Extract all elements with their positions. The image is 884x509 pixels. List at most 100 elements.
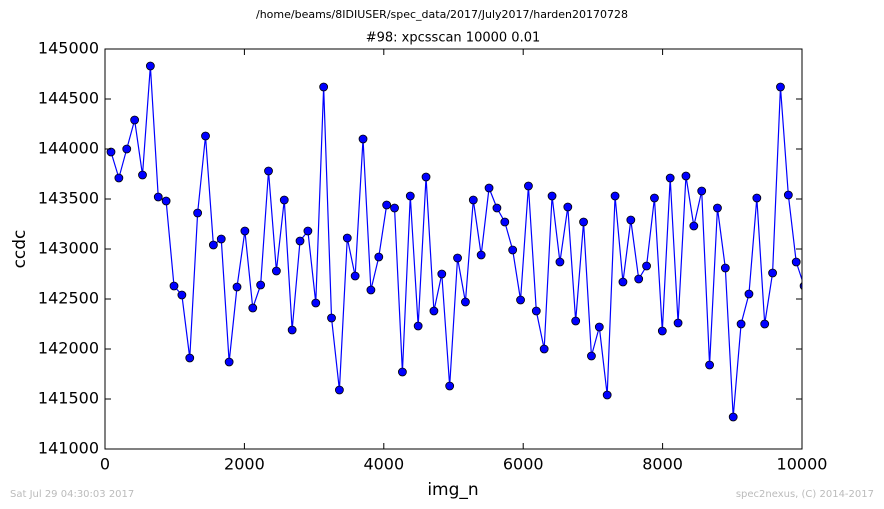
data-point <box>650 193 659 203</box>
data-point <box>303 226 313 236</box>
data-point <box>689 221 699 231</box>
data-point <box>555 257 565 267</box>
y-tick-label: 141000 <box>38 439 99 458</box>
data-point <box>587 351 596 361</box>
data-point <box>673 318 683 328</box>
data-point <box>594 322 604 332</box>
data-point <box>185 353 195 363</box>
data-point <box>216 234 226 244</box>
data-point <box>390 203 399 213</box>
data-point <box>177 290 187 300</box>
data-point <box>398 367 407 377</box>
data-point <box>791 257 801 267</box>
suptitle: /home/beams/8IDIUSER/spec_data/2017/July… <box>256 8 628 21</box>
data-point <box>208 240 218 250</box>
data-point <box>366 285 376 295</box>
data-point <box>240 226 250 236</box>
data-point <box>492 203 502 213</box>
data-point <box>106 147 116 157</box>
data-point <box>783 190 793 200</box>
data-point <box>421 172 431 182</box>
data-point <box>516 295 525 305</box>
x-tick-label: 10000 <box>777 455 828 474</box>
data-point <box>634 274 644 284</box>
data-point <box>271 266 281 276</box>
data-point <box>445 381 455 391</box>
data-point <box>484 183 494 193</box>
data-point <box>626 215 636 225</box>
data-point <box>382 200 392 210</box>
data-point <box>476 250 486 260</box>
data-point <box>153 192 163 202</box>
data-point <box>248 303 258 313</box>
data-point <box>563 202 573 212</box>
data-point <box>752 193 762 203</box>
footer-date: Sat Jul 29 04:30:03 2017 <box>10 489 134 500</box>
data-point <box>539 344 549 354</box>
footer-credit: spec2nexus, (C) 2014-2017 <box>736 489 874 500</box>
data-point <box>531 306 541 316</box>
data-point <box>311 298 321 308</box>
y-tick-label: 142000 <box>38 339 99 358</box>
x-tick-label: 0 <box>100 455 110 474</box>
x-tick-label: 6000 <box>503 455 544 474</box>
data-point <box>453 253 462 263</box>
data-point <box>161 196 171 206</box>
data-point <box>642 261 651 271</box>
data-point <box>468 195 478 205</box>
data-point <box>264 166 273 176</box>
data-point <box>571 316 581 326</box>
data-point <box>374 252 384 262</box>
data-point <box>799 282 802 290</box>
data-point <box>579 217 588 227</box>
data-point <box>524 181 533 191</box>
data-point <box>413 321 423 331</box>
plot-area <box>106 61 802 422</box>
data-point <box>224 357 234 367</box>
y-tick-label: 145000 <box>38 39 99 58</box>
data-point <box>508 245 518 255</box>
data-point <box>610 191 620 201</box>
data-point <box>437 269 447 279</box>
data-point <box>138 170 147 180</box>
data-point <box>279 195 289 205</box>
data-point <box>760 319 770 329</box>
y-tick-label: 144500 <box>38 89 99 108</box>
data-point <box>358 134 368 144</box>
data-point <box>295 236 305 246</box>
x-tick-label: 8000 <box>642 455 683 474</box>
data-point <box>145 61 155 71</box>
data-point <box>130 115 140 125</box>
data-point <box>319 82 329 92</box>
data-point <box>232 282 242 292</box>
data-point <box>287 325 297 335</box>
data-point <box>705 360 714 370</box>
data-point <box>461 297 470 307</box>
data-point <box>665 173 675 183</box>
data-point <box>720 263 730 273</box>
data-point <box>169 281 179 291</box>
data-point <box>405 191 415 201</box>
x-axis-label: img_n <box>427 480 478 500</box>
plot-frame <box>104 48 803 450</box>
data-point <box>500 217 510 227</box>
x-tick-label: 4000 <box>363 455 404 474</box>
y-tick-label: 142500 <box>38 289 99 308</box>
data-point <box>728 412 738 422</box>
data-point <box>256 280 266 290</box>
data-point <box>768 268 777 278</box>
y-tick-label: 143000 <box>38 239 99 258</box>
data-point <box>342 233 352 243</box>
x-tick-label: 2000 <box>224 455 265 474</box>
data-point <box>547 191 557 201</box>
data-point <box>657 326 667 336</box>
data-point <box>602 390 612 400</box>
data-point <box>350 271 360 281</box>
data-point <box>618 277 628 287</box>
data-point <box>713 203 722 213</box>
data-point <box>114 173 124 183</box>
data-point <box>681 171 691 181</box>
data-point <box>429 306 439 316</box>
chart-title: #98: xpcsscan 10000 0.01 <box>366 31 541 46</box>
